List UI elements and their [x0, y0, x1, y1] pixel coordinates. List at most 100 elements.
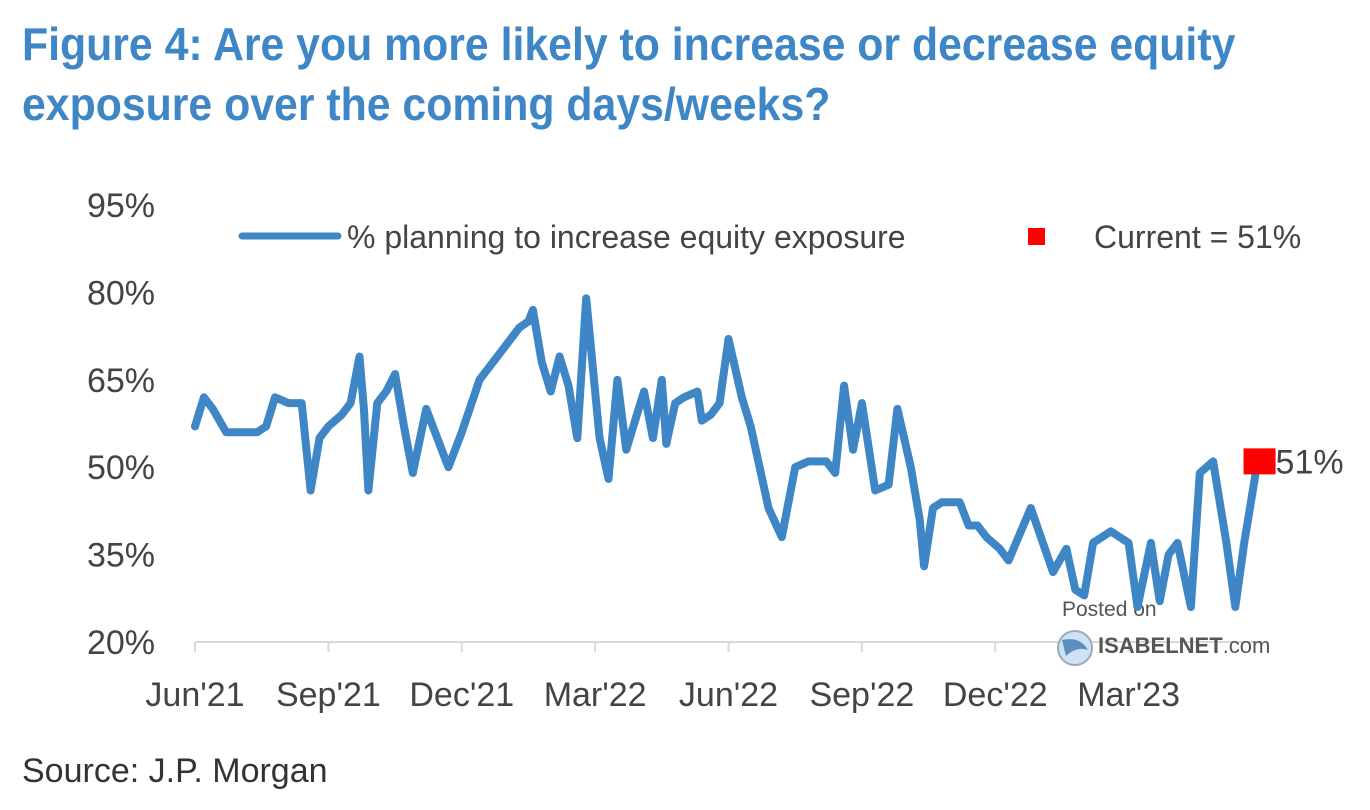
series-point — [895, 406, 900, 411]
series-point — [851, 447, 855, 452]
series-point — [922, 564, 927, 569]
series-point — [517, 325, 522, 330]
x-tick-label: Sep'22 — [809, 676, 914, 714]
series-point — [948, 500, 953, 505]
series-point — [1064, 546, 1069, 551]
series-point — [917, 517, 922, 522]
series-point — [975, 523, 980, 528]
series-point — [624, 447, 629, 452]
y-axis-ticks: 20% 35% 50% 65% 80% 95% — [87, 187, 155, 662]
series-point — [1175, 540, 1180, 545]
series-point — [326, 424, 331, 429]
series-point — [210, 406, 215, 411]
watermark-line-2: ISABELNET.com — [1098, 633, 1270, 658]
series-point — [1211, 459, 1216, 464]
series-point — [642, 389, 646, 394]
series-point — [317, 436, 322, 441]
series-point — [1197, 471, 1202, 475]
source-note: Source: J.P. Morgan — [22, 752, 328, 790]
series-point — [424, 406, 429, 411]
series-point — [1157, 599, 1162, 604]
series-point — [193, 424, 197, 429]
series-point — [1233, 605, 1238, 609]
series-line — [191, 294, 1262, 611]
series-point — [393, 372, 398, 376]
series-point — [273, 395, 277, 400]
series-point — [931, 506, 935, 510]
series-point — [437, 441, 442, 446]
series-point — [410, 471, 415, 475]
series-point — [530, 307, 535, 312]
series-point — [1224, 540, 1229, 545]
x-tick-label: Dec'21 — [409, 676, 514, 714]
series-point — [597, 436, 602, 441]
y-tick-label: 65% — [87, 362, 155, 400]
series-point — [1082, 593, 1087, 598]
series-point — [499, 348, 504, 353]
series-point — [739, 395, 744, 400]
legend-series-label: % planning to increase equity exposure — [347, 219, 906, 255]
x-tick-label: Mar'22 — [544, 676, 647, 714]
series-point — [1148, 540, 1153, 545]
series-point — [842, 383, 847, 388]
watermark-logo-swoosh — [1062, 639, 1088, 656]
series-point — [1051, 570, 1055, 575]
series-point — [366, 488, 371, 493]
series-point — [264, 424, 269, 429]
series-point — [1028, 506, 1033, 510]
series-point — [1126, 540, 1131, 545]
series-point — [1073, 587, 1078, 592]
series-point — [286, 401, 291, 406]
x-tick-label: Sep'21 — [276, 676, 381, 714]
current-marker — [1243, 448, 1276, 475]
series-point — [459, 430, 464, 435]
series-point — [348, 401, 353, 406]
series-point — [526, 319, 531, 324]
series-point — [873, 488, 878, 493]
series-point — [824, 459, 829, 464]
y-tick-label: 95% — [87, 187, 155, 225]
series-point — [966, 523, 971, 528]
series-point — [793, 465, 798, 470]
series-point — [548, 389, 553, 394]
x-tick-label: Dec'22 — [943, 676, 1048, 714]
x-tick-label: Jun'21 — [145, 676, 244, 714]
series-point — [695, 389, 700, 394]
series-point — [726, 337, 731, 341]
watermark-domain: .com — [1223, 633, 1271, 658]
series-point — [584, 296, 589, 301]
series-point — [708, 412, 713, 417]
legend-current-label: Current = 51% — [1094, 219, 1301, 255]
series-points — [193, 296, 1260, 609]
watermark-line-1: Posted on — [1062, 598, 1157, 621]
x-tick-label: Jun'22 — [679, 676, 778, 714]
legend: % planning to increase equity exposure C… — [238, 219, 1301, 255]
series-point — [606, 476, 611, 481]
y-tick-label: 35% — [87, 537, 155, 575]
watermark: Posted on ISABELNET.com — [1057, 598, 1270, 666]
series-point — [748, 424, 753, 429]
x-tick-label: Mar'23 — [1077, 676, 1180, 714]
title-line-1: Figure 4: Are you more likely to increas… — [22, 18, 1236, 70]
series-point — [308, 488, 313, 493]
series-point — [779, 535, 784, 540]
series-point — [682, 395, 686, 400]
series-point — [939, 500, 944, 505]
current-data-label: 51% — [1276, 443, 1344, 481]
series-point — [815, 459, 820, 464]
legend-current-swatch — [1028, 228, 1045, 245]
series-point — [717, 401, 722, 406]
series-point — [908, 465, 913, 470]
series-point — [1188, 605, 1193, 609]
series-point — [615, 377, 620, 382]
series-point — [957, 500, 962, 505]
series-point — [299, 401, 304, 406]
series-point — [357, 354, 362, 359]
series-point — [650, 436, 655, 441]
x-axis-ticks: Jun'21 Sep'21 Dec'21 Mar'22 Jun'22 Sep'22 Dec'… — [145, 642, 1180, 714]
series-point — [402, 424, 406, 429]
series-point — [984, 535, 989, 540]
series-point — [673, 401, 678, 406]
series-point — [237, 430, 242, 435]
